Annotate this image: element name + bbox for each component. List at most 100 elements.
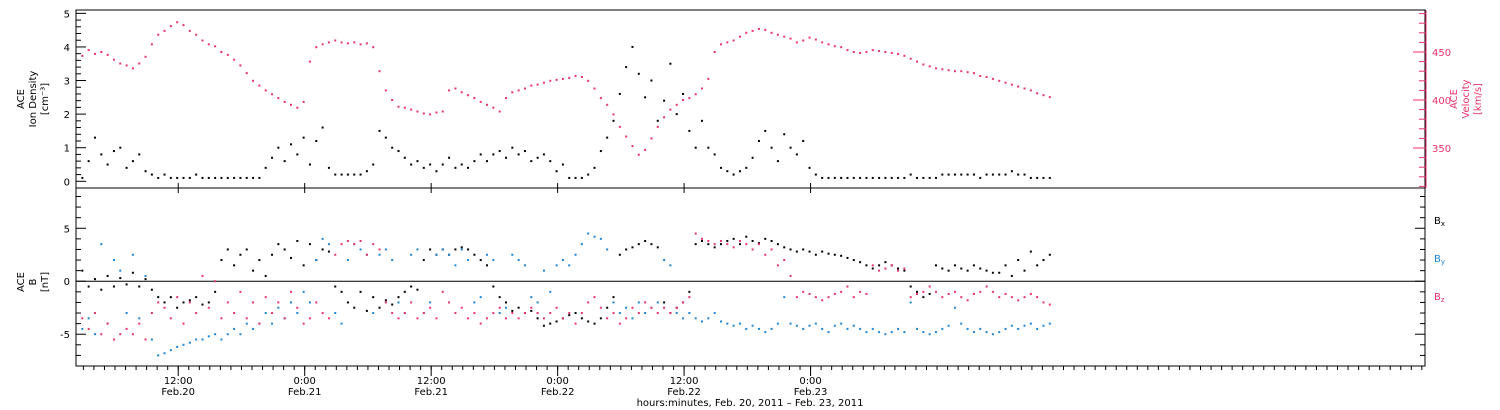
bz-point	[549, 312, 552, 315]
bz-point	[618, 322, 621, 325]
velocity-point	[555, 78, 558, 81]
density-point	[220, 176, 223, 179]
bx-point	[985, 269, 988, 272]
bz-point	[625, 317, 628, 320]
velocity-point	[226, 53, 229, 56]
bz-point	[947, 292, 950, 295]
bz-point	[125, 327, 128, 330]
density-point	[264, 166, 267, 169]
bz-point	[852, 296, 855, 299]
bx-point	[593, 322, 596, 325]
by-point	[960, 322, 963, 325]
velocity-tick-label: 400	[1432, 96, 1451, 107]
bx-point	[574, 312, 577, 315]
bz-point	[106, 322, 109, 325]
velocity-point	[195, 33, 198, 36]
bz-point	[530, 306, 533, 309]
by-point	[340, 322, 343, 325]
bx-point	[745, 235, 748, 238]
velocity-point	[606, 103, 609, 106]
bx-point	[1017, 259, 1020, 262]
velocity-point	[100, 51, 103, 53]
b-tick-label: 0	[64, 277, 70, 288]
by-point	[922, 331, 925, 334]
by-point	[1004, 327, 1007, 330]
bz-point	[157, 301, 160, 304]
bx-point	[770, 239, 773, 242]
density-point	[410, 163, 413, 166]
bx-point	[536, 317, 539, 320]
density-point	[81, 176, 84, 179]
bx-point	[719, 243, 722, 246]
velocity-point	[182, 24, 185, 27]
bz-point	[574, 322, 577, 325]
bx-point	[530, 309, 533, 312]
velocity-point	[814, 38, 817, 41]
velocity-point	[745, 31, 748, 34]
velocity-series	[81, 21, 1051, 156]
bz-point	[916, 292, 919, 295]
density-point	[941, 173, 944, 176]
by-point	[1017, 327, 1020, 330]
velocity-point	[795, 41, 798, 44]
by-point	[460, 248, 463, 251]
time-tick-label: 0:00	[799, 376, 821, 387]
by-point	[694, 317, 697, 320]
by-point	[296, 312, 299, 315]
bz-point	[707, 239, 710, 242]
density-point	[435, 170, 438, 173]
bx-point	[555, 320, 558, 323]
density-point	[738, 170, 741, 173]
bx-point	[454, 248, 457, 251]
density-point	[840, 176, 843, 179]
bx-point	[1048, 253, 1051, 256]
by-point	[612, 301, 615, 304]
bx-point	[789, 248, 792, 251]
by-point	[252, 327, 255, 330]
by-point	[783, 296, 786, 299]
density-point	[966, 173, 969, 176]
velocity-point	[1036, 92, 1039, 95]
velocity-point	[498, 110, 501, 113]
velocity-tick-label: 350	[1432, 144, 1451, 155]
velocity-point	[644, 148, 647, 151]
velocity-point	[701, 87, 704, 90]
density-point	[144, 170, 147, 173]
by-point	[169, 349, 172, 352]
bz-point	[271, 312, 274, 315]
velocity-point	[372, 46, 375, 49]
bz-point	[713, 243, 716, 246]
bz-point	[682, 301, 685, 304]
density-point	[726, 170, 729, 173]
density-point	[511, 146, 514, 149]
density-tick-label: 1	[64, 144, 70, 155]
density-point	[618, 92, 621, 95]
density-tick-label: 3	[64, 77, 70, 88]
density-point	[1017, 173, 1020, 176]
bz-point	[669, 312, 672, 315]
by-point	[833, 324, 836, 327]
bx-point	[972, 264, 975, 267]
velocity-point	[378, 70, 381, 73]
bx-point	[125, 283, 128, 286]
bz-point	[859, 290, 862, 293]
by-point	[435, 253, 438, 256]
density-point	[568, 176, 571, 179]
b-axis-ticks: -5 0 5	[60, 195, 1425, 356]
velocity-point	[909, 57, 912, 60]
velocity-point	[1010, 83, 1013, 86]
density-point	[612, 119, 615, 122]
density-point	[916, 176, 919, 179]
bz-point	[694, 232, 697, 235]
bx-point	[764, 237, 767, 240]
by-point	[682, 317, 685, 320]
bx-point	[334, 285, 337, 288]
bz-point	[308, 317, 311, 320]
velocity-point	[486, 103, 489, 106]
bx-point	[131, 271, 134, 274]
bz-point	[188, 301, 191, 304]
velocity-point	[504, 97, 507, 100]
velocity-axis-ticks: 350 400 450	[1413, 10, 1451, 188]
velocity-point	[258, 84, 261, 87]
density-point	[606, 136, 609, 139]
